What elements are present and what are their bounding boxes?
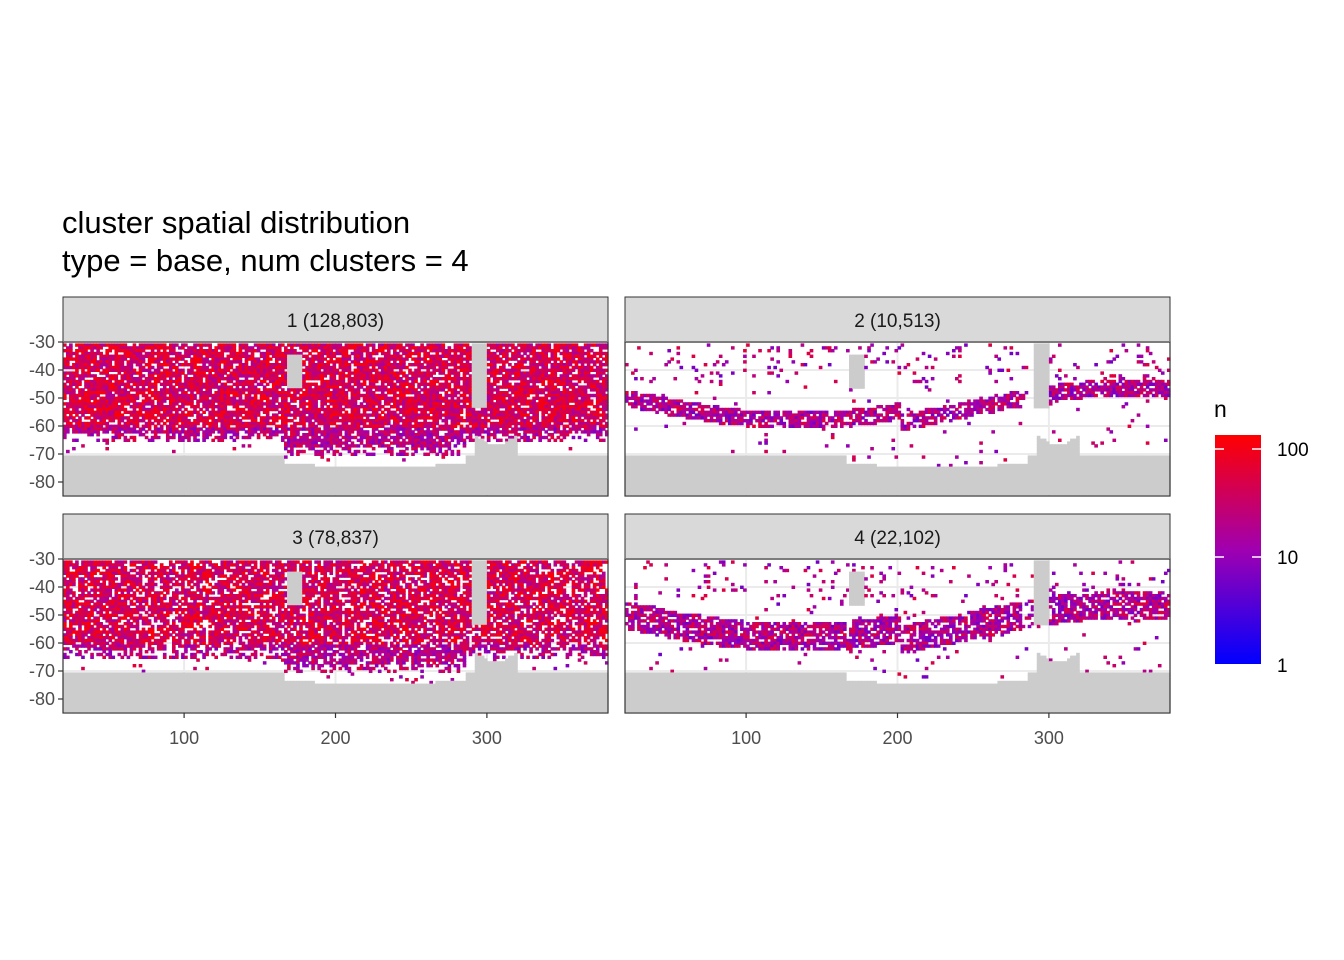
y-tick-label: -50 [29,605,55,625]
chart-title-block: cluster spatial distribution type = base… [62,204,469,280]
legend-tick-label: 100 [1277,440,1309,461]
y-tick-label: -80 [29,472,55,492]
y-tick-label: -50 [29,388,55,408]
x-tick-label: 300 [1034,728,1064,748]
y-tick-label: -30 [29,549,55,569]
facet-panel-4: 4 (22,102) [624,513,1171,714]
x-tick-label: 100 [169,728,199,748]
x-tick-label: 200 [882,728,912,748]
panel-border [62,341,609,497]
facet-strip [624,513,1171,560]
facet-panel-1: 1 (128,803) [62,296,609,497]
legend-colorbar [1215,435,1261,664]
facet-panel-3: 3 (78,837) [62,513,609,714]
y-tick-label: -40 [29,360,55,380]
y-tick-label: -60 [29,416,55,436]
legend-title: n [1214,396,1227,422]
legend-tick-label: 1 [1277,656,1288,677]
y-tick-label: -70 [29,661,55,681]
y-tick-label: -80 [29,689,55,709]
facet-strip [62,513,609,560]
heatmap-cells [63,343,609,496]
facet-strip [624,296,1171,343]
facet-label: 4 (22,102) [854,528,941,549]
color-legend: n 100 10 1 [1214,396,1309,677]
facet-label: 1 (128,803) [287,311,384,332]
heatmap-cells [625,343,1171,496]
x-tick-label: 200 [320,728,350,748]
chart-subtitle: type = base, num clusters = 4 [62,242,469,280]
chart-title: cluster spatial distribution [62,204,469,242]
heatmap-cells [625,560,1171,713]
x-tick-label: 300 [472,728,502,748]
y-tick-label: -40 [29,577,55,597]
panel-border [624,341,1171,497]
y-tick-label: -30 [29,332,55,352]
x-tick-label: 100 [731,728,761,748]
facet-label: 3 (78,837) [292,528,379,549]
legend-tick-label: 10 [1277,548,1298,569]
y-tick-label: -70 [29,444,55,464]
y-tick-label: -60 [29,633,55,653]
heatmap-cells [63,560,609,713]
facet-label: 2 (10,513) [854,311,941,332]
facet-panel-2: 2 (10,513) [624,296,1171,497]
